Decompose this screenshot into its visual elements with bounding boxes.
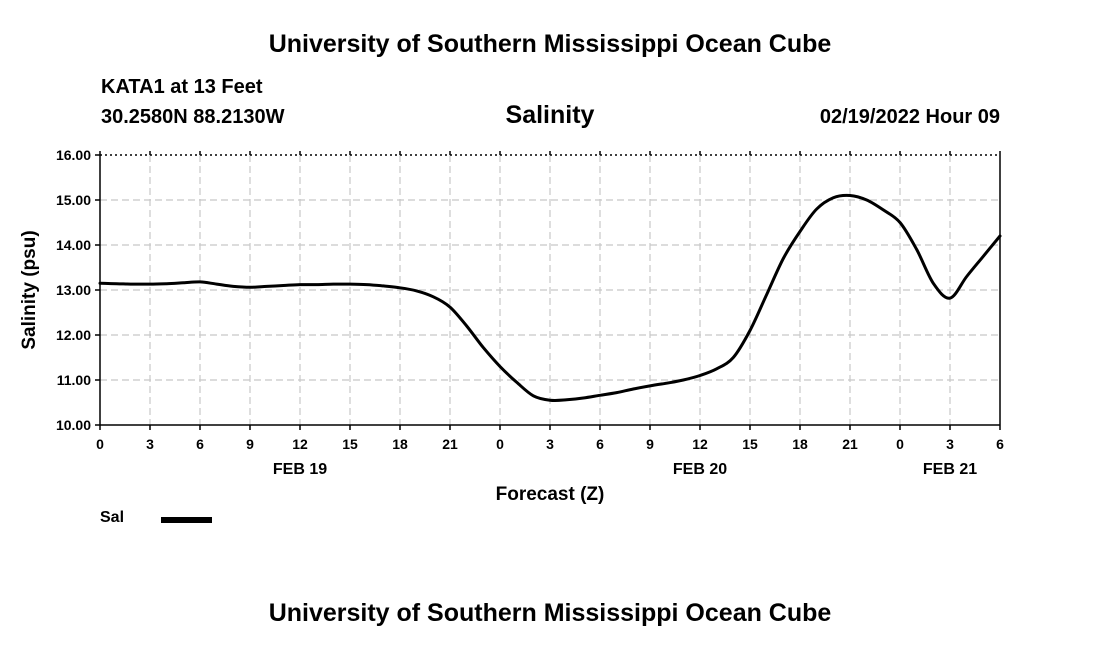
x-tick-label: 18	[792, 436, 808, 452]
y-tick-label: 11.00	[57, 372, 91, 388]
day-label: FEB 19	[273, 461, 327, 478]
y-tick-label: 10.00	[56, 417, 91, 433]
x-tick-label: 0	[96, 436, 104, 452]
legend-line-swatch	[161, 517, 212, 523]
x-tick-label: 9	[246, 436, 254, 452]
legend-label: Sal	[100, 509, 125, 526]
x-tick-label: 18	[392, 436, 408, 452]
y-tick-label: 13.00	[56, 282, 91, 298]
series-line-sal	[98, 193, 1002, 402]
x-tick-label: 6	[596, 436, 604, 452]
x-tick-label: 21	[842, 436, 858, 452]
x-tick-label: 6	[996, 436, 1004, 452]
x-tick-label: 12	[692, 436, 708, 452]
y-tick-label: 12.00	[56, 327, 91, 343]
day-label: FEB 20	[673, 461, 727, 478]
x-tick-label: 21	[442, 436, 458, 452]
x-axis-title: Forecast (Z)	[496, 484, 605, 505]
series	[98, 193, 1002, 402]
grid	[100, 155, 1000, 425]
y-tick-label: 16.00	[56, 147, 91, 163]
page-title: University of Southern Mississippi Ocean…	[268, 30, 832, 58]
y-tick-label: 14.00	[56, 237, 91, 253]
x-tick-label: 9	[646, 436, 654, 452]
x-tick-label: 15	[342, 436, 358, 452]
chart-title: Salinity	[505, 101, 595, 129]
x-tick-label: 3	[146, 436, 154, 452]
axes	[95, 151, 1001, 430]
forecast-datetime: 02/19/2022 Hour 09	[819, 106, 1000, 128]
x-tick-label: 3	[946, 436, 954, 452]
footer-title: University of Southern Mississippi Ocean…	[268, 599, 832, 627]
x-tick-label: 0	[896, 436, 904, 452]
day-label: FEB 21	[923, 461, 977, 478]
x-tick-label: 0	[496, 436, 504, 452]
y-axis-title: Salinity (psu)	[19, 230, 40, 349]
station-name: KATA1 at 13 Feet	[101, 76, 263, 98]
x-tick-label: 15	[742, 436, 758, 452]
y-tick-label: 15.00	[56, 192, 91, 208]
axis-labels: 10.00 11.00 12.00 13.00 14.00 15.00 16.00 0 3 6 9 1…	[19, 147, 1004, 505]
station-coordinates: 30.2580N 88.2130W	[101, 106, 285, 128]
x-tick-label: 6	[196, 436, 204, 452]
x-tick-label: 12	[292, 436, 308, 452]
x-tick-label: 3	[546, 436, 554, 452]
